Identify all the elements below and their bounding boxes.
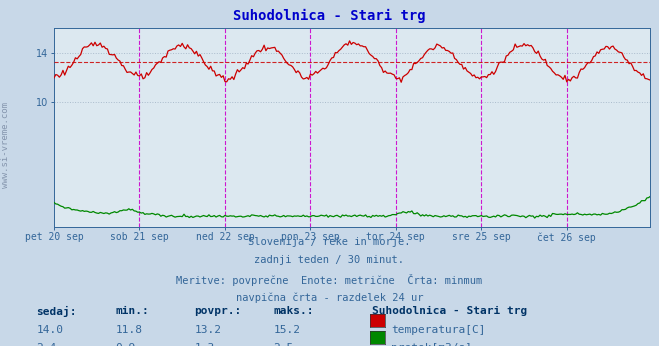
- Text: maks.:: maks.:: [273, 306, 314, 316]
- Text: 2.4: 2.4: [36, 343, 57, 346]
- Text: 15.2: 15.2: [273, 325, 301, 335]
- Text: www.si-vreme.com: www.si-vreme.com: [1, 102, 10, 188]
- Text: 13.2: 13.2: [194, 325, 221, 335]
- Text: navpična črta - razdelek 24 ur: navpična črta - razdelek 24 ur: [236, 292, 423, 302]
- Text: 14.0: 14.0: [36, 325, 63, 335]
- Text: 0.9: 0.9: [115, 343, 136, 346]
- Text: povpr.:: povpr.:: [194, 306, 242, 316]
- Text: 2.5: 2.5: [273, 343, 294, 346]
- Text: Meritve: povprečne  Enote: metrične  Črta: minmum: Meritve: povprečne Enote: metrične Črta:…: [177, 274, 482, 286]
- Text: Suhodolnica - Stari trg: Suhodolnica - Stari trg: [233, 9, 426, 23]
- Text: 1.3: 1.3: [194, 343, 215, 346]
- Text: temperatura[C]: temperatura[C]: [391, 325, 486, 335]
- Text: 11.8: 11.8: [115, 325, 142, 335]
- Text: zadnji teden / 30 minut.: zadnji teden / 30 minut.: [254, 255, 405, 265]
- Text: pretok[m3/s]: pretok[m3/s]: [391, 343, 473, 346]
- Text: Slovenija / reke in morje.: Slovenija / reke in morje.: [248, 237, 411, 247]
- Text: Suhodolnica - Stari trg: Suhodolnica - Stari trg: [372, 306, 528, 316]
- Text: sedaj:: sedaj:: [36, 306, 76, 317]
- Text: min.:: min.:: [115, 306, 149, 316]
